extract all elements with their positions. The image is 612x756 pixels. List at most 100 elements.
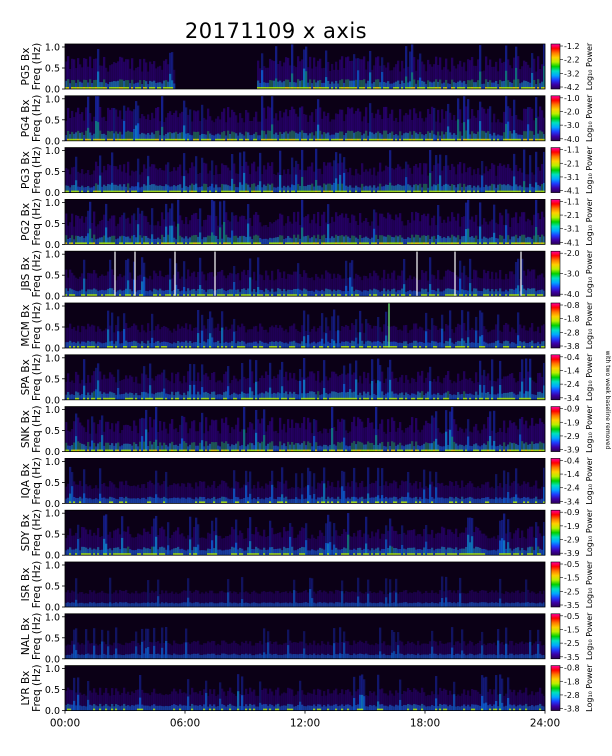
spectrogram-cell bbox=[463, 62, 466, 89]
spectrogram-cell bbox=[477, 226, 480, 245]
spectrogram-cell bbox=[351, 187, 354, 193]
spectrogram-cell bbox=[303, 114, 306, 141]
y-tick-label: 1.0 bbox=[45, 43, 60, 54]
spectrogram-cell bbox=[73, 185, 76, 193]
spectrogram-cell bbox=[491, 163, 494, 193]
spectrogram-cell bbox=[375, 325, 378, 348]
spectrogram-cell bbox=[229, 383, 232, 400]
spectrogram-cell bbox=[273, 221, 276, 245]
spectrogram-cell bbox=[169, 381, 172, 400]
spectrogram-cell bbox=[171, 80, 174, 89]
spectrogram-cell bbox=[83, 359, 86, 400]
spectrogram-cell bbox=[283, 138, 286, 141]
spectrogram-cell bbox=[115, 190, 118, 193]
spectrogram-cell bbox=[299, 80, 302, 89]
spectrogram-cell bbox=[329, 273, 332, 297]
spectrogram-cell bbox=[421, 118, 424, 141]
spectrogram-cell bbox=[417, 134, 420, 141]
spectrogram-cell bbox=[535, 97, 538, 141]
spectrogram-cell bbox=[157, 190, 160, 193]
spectrogram-cell bbox=[421, 270, 424, 297]
colorbar-tick-label: -3.0 bbox=[564, 270, 580, 279]
spectrogram-cell bbox=[531, 131, 534, 141]
spectrogram-cell bbox=[257, 214, 260, 245]
spectrogram-cell bbox=[67, 169, 70, 193]
spectrogram-cell bbox=[425, 271, 428, 297]
spectrogram-cell bbox=[427, 108, 430, 141]
spectrogram-cell bbox=[131, 190, 134, 193]
spectrogram-cell bbox=[237, 187, 240, 193]
spectrogram-cell bbox=[103, 138, 106, 141]
spectrogram-cell bbox=[337, 190, 340, 193]
spectrogram-cell bbox=[365, 83, 368, 89]
spectrogram-cell bbox=[531, 138, 534, 141]
spectrogram-cell bbox=[441, 314, 444, 348]
spectrogram-cell bbox=[475, 117, 478, 141]
spectrogram-cell bbox=[97, 363, 100, 400]
spectrogram-cell bbox=[499, 87, 502, 89]
spectrogram-cell bbox=[111, 64, 114, 89]
spectrogram-cell bbox=[361, 421, 364, 452]
spectrogram-cell bbox=[433, 64, 436, 89]
spectrogram-cell bbox=[299, 274, 302, 297]
spectrogram-cell bbox=[211, 160, 214, 193]
spectrogram-cell bbox=[311, 328, 314, 348]
spectrogram-cell bbox=[123, 275, 126, 297]
spectrogram-cell bbox=[373, 82, 376, 89]
spectrogram-cell bbox=[101, 82, 104, 89]
spectrogram-cell bbox=[495, 61, 498, 89]
spectrogram-cell bbox=[519, 324, 522, 348]
spectrogram-cell bbox=[233, 163, 236, 193]
spectrogram-cell bbox=[425, 163, 428, 193]
spectrogram-cell bbox=[229, 328, 232, 348]
spectrogram-cell bbox=[391, 219, 394, 245]
spectrogram-cell bbox=[417, 118, 420, 141]
spectrogram-cell bbox=[111, 87, 114, 89]
spectrogram-cell bbox=[283, 225, 286, 245]
spectrogram-cell bbox=[399, 190, 402, 193]
spectrogram-cell bbox=[261, 174, 264, 193]
spectrogram-cell bbox=[217, 138, 220, 141]
spectrogram-cell bbox=[241, 215, 244, 245]
spectrogram-cell bbox=[337, 183, 340, 193]
spectrogram-cell bbox=[351, 214, 354, 245]
spectrogram-cell bbox=[107, 310, 110, 348]
spectrogram-cell bbox=[193, 166, 196, 193]
spectrogram-cell bbox=[331, 63, 334, 89]
spectrogram-cell bbox=[171, 171, 174, 193]
spectrogram-cell bbox=[341, 325, 344, 348]
spectrogram-cell bbox=[107, 130, 110, 141]
spectrogram-cell bbox=[321, 82, 324, 89]
spectrogram-cell bbox=[499, 360, 502, 400]
spectrogram-cell bbox=[365, 107, 368, 141]
spectrogram-cell bbox=[405, 76, 408, 89]
spectrogram-cell bbox=[495, 80, 498, 89]
spectrogram-cell bbox=[527, 81, 530, 89]
spectrogram-cell bbox=[207, 431, 210, 452]
spectrogram-cell bbox=[135, 170, 138, 193]
spectrogram-cell bbox=[223, 108, 226, 141]
spectrogram-cell bbox=[151, 190, 154, 193]
spectrogram-cell bbox=[379, 190, 382, 193]
spectrogram-cell bbox=[267, 138, 270, 141]
spectrogram-cell bbox=[507, 59, 510, 89]
spectrogram-cell bbox=[89, 132, 92, 141]
spectrogram-cell bbox=[451, 163, 454, 193]
spectrogram-cell bbox=[391, 272, 394, 297]
spectrogram-cell bbox=[315, 131, 318, 141]
spectrogram-cell bbox=[197, 219, 200, 245]
spectrogram-cell bbox=[153, 270, 156, 297]
spectrogram-cell bbox=[185, 107, 188, 141]
spectrogram-cell bbox=[331, 278, 334, 297]
spectrogram-cell bbox=[419, 375, 422, 400]
spectrogram-cell bbox=[357, 332, 360, 348]
spectrogram-cell bbox=[279, 87, 282, 89]
spectrogram-cell bbox=[187, 224, 190, 245]
spectrogram-cell bbox=[389, 113, 392, 141]
spectrogram-cell bbox=[105, 67, 108, 89]
spectrogram-cell bbox=[317, 168, 320, 193]
spectrogram-cell bbox=[113, 190, 116, 193]
spectrogram-cell bbox=[307, 184, 310, 193]
spectrogram-cell bbox=[147, 190, 150, 193]
spectrogram-cell bbox=[415, 164, 418, 193]
